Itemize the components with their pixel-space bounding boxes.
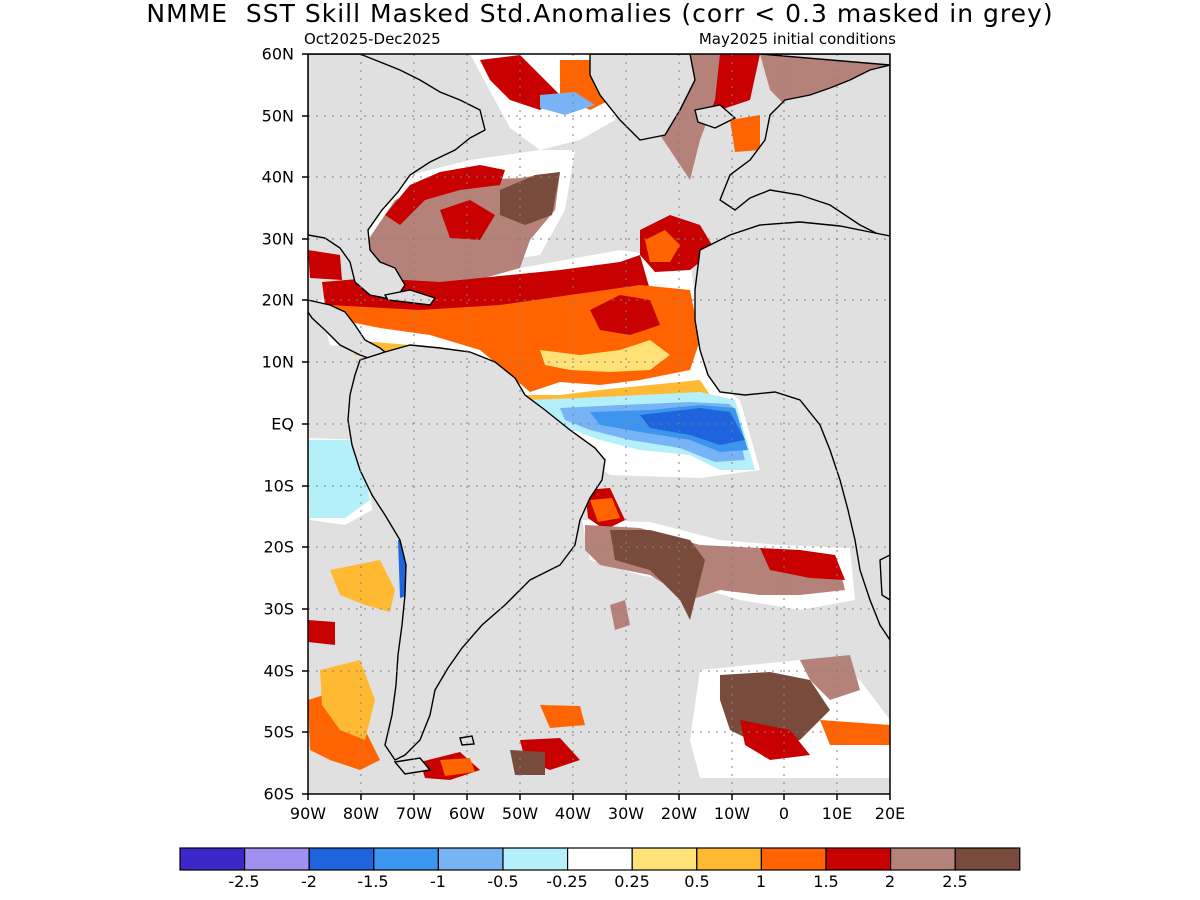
lon-label-50w: 50W	[501, 804, 539, 823]
lat-label-eq: EQ	[271, 414, 294, 434]
anomaly-orange-drake	[440, 758, 475, 776]
colorbar-label: 0.5	[684, 872, 710, 891]
colorbar-swatch	[244, 847, 310, 871]
colorbar-swatch	[566, 847, 633, 871]
anomaly-orange-brazil	[590, 498, 620, 522]
continents	[308, 54, 890, 775]
lon-label-40w: 40W	[554, 804, 592, 823]
colorbar-swatch	[954, 847, 1021, 871]
anomaly-red-benguela	[760, 548, 845, 580]
colorbar-label: -0.5	[487, 872, 519, 891]
lon-label-20w: 20W	[660, 804, 698, 823]
anomaly-darkbrown-gulfstream	[500, 172, 560, 225]
lon-label-70w: 70W	[395, 804, 433, 823]
madagascar-island	[879, 554, 890, 601]
south-america-landmass	[347, 344, 606, 761]
colorbar-swatch	[696, 847, 762, 871]
iceland-island	[694, 104, 737, 129]
map-title: NMME SST Skill Masked Std.Anomalies (cor…	[146, 0, 1054, 28]
anomaly-brown-agulhas	[800, 655, 860, 700]
colorbar-label: 2.5	[942, 872, 968, 891]
lon-label-10w: 10W	[713, 804, 751, 823]
anomaly-darkbrown-south-atlantic	[610, 530, 705, 620]
lat-label-20n: 20N	[261, 290, 294, 310]
anomaly-orange-falklands	[540, 705, 585, 728]
anomaly-yellow-chile	[330, 560, 395, 612]
anomaly-fields	[308, 54, 890, 780]
colorbar-swatch	[179, 847, 246, 871]
lat-label-40s: 40S	[263, 661, 294, 681]
colorbar-swatch	[373, 847, 439, 871]
tierra-del-fuego	[393, 757, 432, 775]
graticule	[308, 54, 890, 794]
lon-label-0: 0	[778, 804, 790, 823]
anomaly-red-gulfstream-north	[385, 165, 505, 225]
lat-label-30s: 30S	[263, 599, 294, 619]
colorbar-swatch	[760, 847, 827, 871]
colorbar-swatch	[631, 847, 698, 871]
lat-label-60n: 60N	[261, 44, 294, 64]
lat-label-50s: 50S	[263, 722, 294, 742]
anomaly-lightblue-se-pacific	[308, 440, 370, 518]
colorbar-label: -1	[430, 872, 446, 891]
colorbar-swatch	[889, 847, 956, 871]
anomaly-paleyellow-tropical	[540, 340, 670, 372]
colorbar-label: -2	[301, 872, 317, 891]
colorbar-swatch	[437, 847, 504, 871]
lon-label-10e: 10E	[821, 804, 853, 823]
axis-ticks	[302, 53, 891, 800]
colorbar-swatch	[308, 847, 375, 871]
anomaly-darkblue-equator	[640, 408, 745, 445]
anomaly-blue-labrador	[540, 92, 595, 115]
anomaly-red-gulfstream-inner	[440, 200, 495, 240]
colorbar-label: -1.5	[357, 872, 389, 891]
lat-label-10n: 10N	[261, 352, 294, 372]
colorbar-label: -0.25	[546, 872, 588, 891]
anomaly-orange-iceland	[730, 115, 760, 152]
lon-label-60w: 60W	[448, 804, 486, 823]
anomaly-brown-st-helena	[610, 600, 630, 630]
greenland-landmass	[589, 54, 696, 141]
africa-landmass	[694, 221, 890, 642]
colorbar-label: 0.25	[614, 872, 650, 891]
colorbar-label: 1.5	[813, 872, 839, 891]
lon-label-80w: 80W	[342, 804, 380, 823]
lon-label-20e: 20E	[874, 804, 906, 823]
falkland-islands	[459, 735, 475, 746]
lat-label-20s: 20S	[263, 537, 294, 557]
colorbar-swatch	[825, 847, 892, 871]
europe-landmass	[719, 54, 890, 241]
colorbar-label: 2	[884, 872, 896, 891]
anomaly-red-gulf-mexico	[308, 250, 342, 280]
lat-label-40n: 40N	[261, 167, 294, 187]
anomaly-red-south-pacific	[308, 620, 335, 645]
lat-label-30n: 30N	[261, 229, 294, 249]
colorbar-swatch	[502, 847, 569, 871]
colorbar-label: -2.5	[228, 872, 260, 891]
season-label: Oct2025-Dec2025	[304, 30, 441, 48]
lat-label-50n: 50N	[261, 106, 294, 126]
anomaly-red-agulhas	[740, 720, 810, 760]
lon-label-30w: 30W	[607, 804, 645, 823]
colorbar	[179, 847, 1021, 871]
anomaly-red-cape-verde	[590, 295, 660, 335]
anomaly-orange-canaries	[645, 230, 680, 262]
anomaly-darkbrown-south-georgia	[510, 750, 545, 775]
lat-label-60s: 60S	[263, 784, 294, 804]
lon-label-90w: 90W	[289, 804, 327, 823]
colorbar-label: 1	[755, 872, 767, 891]
lat-label-10s: 10S	[263, 476, 294, 496]
initial-conditions-label: May2025 initial conditions	[698, 30, 896, 48]
anomaly-brown-norway-sea	[760, 54, 890, 110]
